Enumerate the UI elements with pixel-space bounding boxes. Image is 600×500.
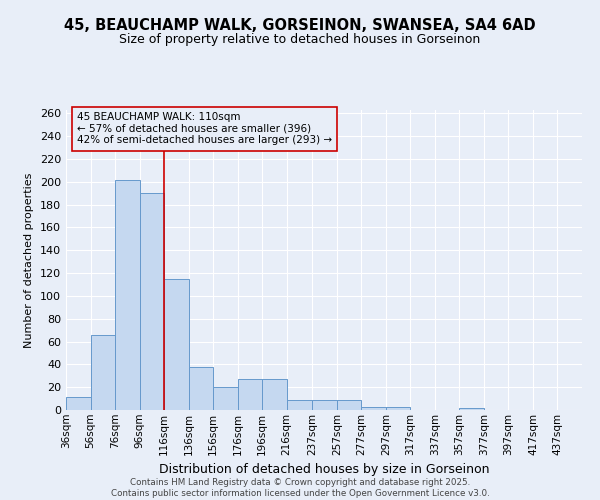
Text: Contains HM Land Registry data © Crown copyright and database right 2025.
Contai: Contains HM Land Registry data © Crown c… — [110, 478, 490, 498]
Bar — [337, 400, 361, 410]
Bar — [213, 387, 238, 410]
Bar — [164, 279, 188, 410]
Bar — [188, 366, 213, 410]
Text: 45 BEAUCHAMP WALK: 110sqm
← 57% of detached houses are smaller (396)
42% of semi: 45 BEAUCHAMP WALK: 110sqm ← 57% of detac… — [77, 112, 332, 146]
Bar — [460, 408, 484, 410]
Bar — [287, 400, 313, 410]
Bar — [140, 194, 164, 410]
Y-axis label: Number of detached properties: Number of detached properties — [25, 172, 34, 348]
Bar — [361, 406, 386, 410]
Bar — [386, 406, 410, 410]
Bar — [262, 379, 287, 410]
Text: 45, BEAUCHAMP WALK, GORSEINON, SWANSEA, SA4 6AD: 45, BEAUCHAMP WALK, GORSEINON, SWANSEA, … — [64, 18, 536, 32]
Bar — [238, 379, 262, 410]
Bar — [91, 334, 115, 410]
Bar — [313, 400, 337, 410]
Text: Size of property relative to detached houses in Gorseinon: Size of property relative to detached ho… — [119, 32, 481, 46]
Bar — [115, 180, 140, 410]
Bar — [66, 398, 91, 410]
X-axis label: Distribution of detached houses by size in Gorseinon: Distribution of detached houses by size … — [159, 463, 489, 476]
